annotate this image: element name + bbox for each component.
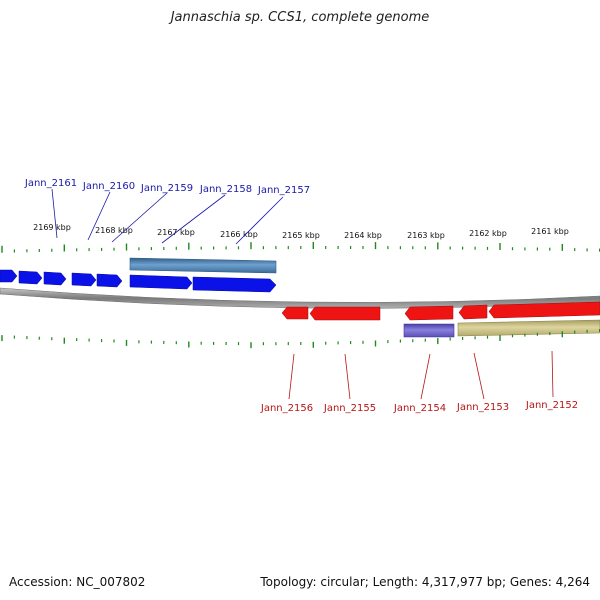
leader-line: [51, 188, 58, 239]
gene-arrow-reverse[interactable]: [309, 306, 381, 321]
gene-label-jann-2158[interactable]: Jann_2158: [199, 184, 252, 195]
genome-backbone: [0, 287, 600, 309]
tick-label-2161: 2161 kbp: [531, 227, 569, 236]
leader-line: [288, 353, 295, 400]
gene-label-jann-2161[interactable]: Jann_2161: [24, 178, 77, 189]
leader-line: [111, 192, 168, 243]
genome-summary: Topology: circular; Length: 4,317,977 bp…: [260, 575, 590, 589]
reverse-strand-genes: [281, 301, 600, 321]
map-title: Jannaschia sp. CCS1, complete genome: [170, 10, 430, 25]
tick-label-2166: 2166 kbp: [220, 230, 258, 239]
tick-label-2169: 2169 kbp: [33, 223, 71, 232]
leader-line: [420, 353, 431, 400]
scale-ruler-forward: 2169 kbp 2168 kbp 2167 kbp 2166 kbp 2165…: [1, 223, 600, 253]
leader-line: [473, 352, 485, 400]
forward-strand-genes: [0, 269, 277, 293]
gene-label-jann-2160[interactable]: Jann_2160: [82, 181, 135, 192]
reverse-gene-labels: Jann_2156 Jann_2155 Jann_2154 Jann_2153 …: [260, 350, 578, 414]
tick-label-2168: 2168 kbp: [95, 226, 133, 235]
tick-label-2163: 2163 kbp: [407, 231, 445, 240]
tick-labels: 2169 kbp 2168 kbp 2167 kbp 2166 kbp 2165…: [33, 223, 569, 240]
leader-line: [87, 191, 111, 241]
feature-bar-purple[interactable]: [403, 323, 455, 338]
leader-line: [161, 194, 226, 244]
gene-arrow-reverse[interactable]: [281, 306, 309, 320]
accession-label: Accession: NC_007802: [9, 575, 146, 589]
gene-arrow-reverse[interactable]: [488, 301, 600, 319]
tick-marks-forward: [1, 242, 600, 253]
gene-arrow-forward[interactable]: [96, 273, 123, 288]
gene-label-jann-2157[interactable]: Jann_2157: [257, 185, 310, 196]
gene-label-jann-2152[interactable]: Jann_2152: [525, 400, 578, 411]
gene-label-jann-2156[interactable]: Jann_2156: [260, 403, 313, 414]
tick-label-2164: 2164 kbp: [344, 231, 382, 240]
gene-arrow-forward[interactable]: [43, 271, 67, 286]
gene-label-jann-2153[interactable]: Jann_2153: [456, 402, 509, 413]
feature-bar-khaki[interactable]: [457, 319, 600, 337]
gene-label-jann-2159[interactable]: Jann_2159: [140, 183, 193, 194]
gene-label-jann-2154[interactable]: Jann_2154: [393, 403, 446, 414]
gene-arrow-reverse[interactable]: [404, 305, 454, 321]
leader-line: [344, 353, 351, 400]
gene-arrow-forward[interactable]: [129, 274, 193, 290]
gene-arrow-forward[interactable]: [18, 270, 43, 285]
tick-marks-reverse: [1, 329, 600, 349]
tick-label-2165: 2165 kbp: [282, 231, 320, 240]
gene-arrow-forward[interactable]: [71, 272, 97, 287]
gene-label-jann-2155[interactable]: Jann_2155: [323, 403, 376, 414]
gene-arrow-forward[interactable]: [192, 276, 277, 293]
tick-label-2162: 2162 kbp: [469, 229, 507, 238]
leader-line: [551, 350, 554, 398]
gene-arrow-reverse[interactable]: [458, 304, 488, 320]
forward-gene-labels: Jann_2161 Jann_2160 Jann_2159 Jann_2158 …: [24, 178, 310, 245]
gene-arrow-forward[interactable]: [0, 269, 18, 283]
feature-bar-steelblue[interactable]: [129, 257, 277, 274]
leader-line: [235, 196, 284, 245]
